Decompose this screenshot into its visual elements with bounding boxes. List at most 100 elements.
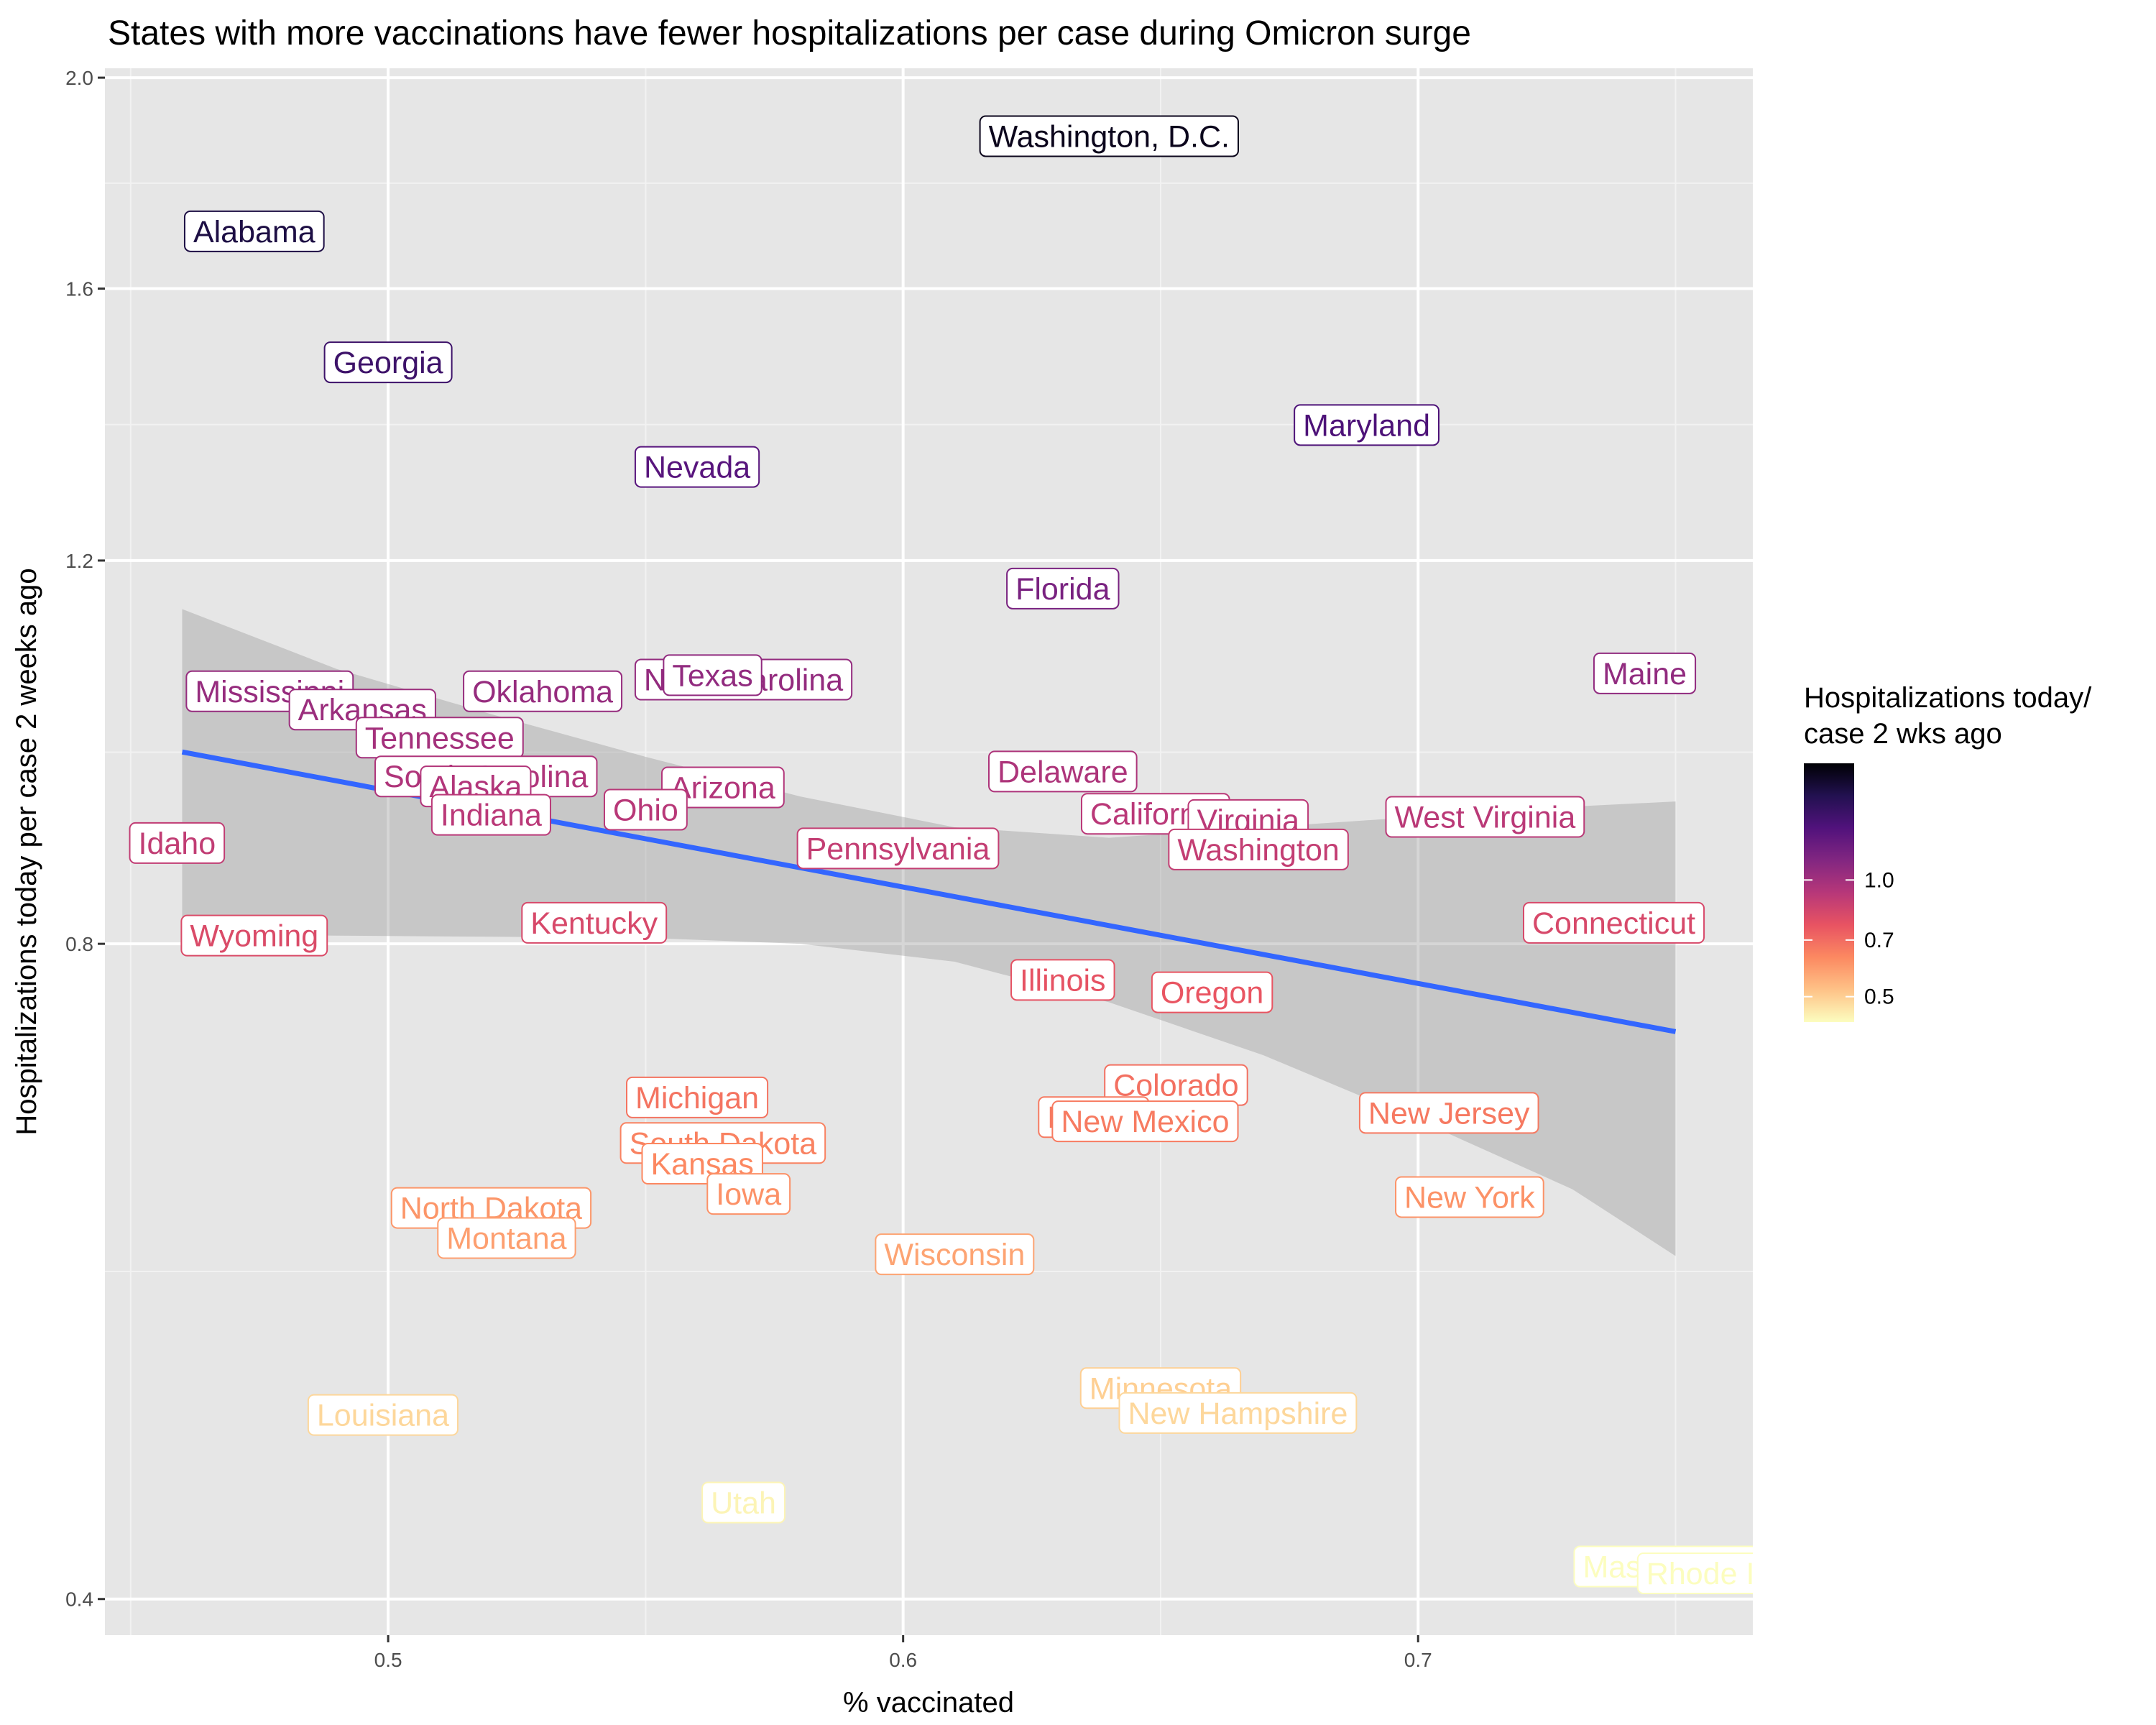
state-label-west-virginia: West Virginia [1385,796,1585,838]
label-text: Montana [446,1222,566,1256]
label-box [979,115,1239,157]
label-text: Tennessee [365,721,515,755]
label-box [1593,652,1697,694]
label-box [1006,567,1120,610]
x-axis-ticks: 0.5 0.6 0.7 [374,1635,1432,1671]
label-box [1358,1092,1539,1134]
state-label-new-hampshire: New Hampshire [1118,1392,1358,1434]
legend-title-line1: Hospitalizations today/ [1804,682,2092,714]
state-label-idaho: Idaho [129,822,226,864]
label-box [1522,901,1705,944]
state-label-texas: Texas [663,654,763,696]
state-label-montana: Montana [437,1217,576,1259]
state-label-oklahoma: Oklahoma [463,670,623,712]
label-box [1051,1100,1239,1143]
state-label-arizona: Arizona [660,766,785,809]
label-text: Alabama [193,215,315,249]
label-box [1636,1552,1753,1595]
label-box [307,1394,459,1436]
label-text: Florida [1015,572,1110,607]
x-tick-label: 0.6 [889,1649,917,1671]
legend-colorbar [1804,763,1854,1022]
label-box [1395,1176,1544,1218]
label-text: Delaware [998,755,1128,789]
legend-title-line2: case 2 wks ago [1804,718,2002,750]
label-text: New Mexico [1061,1105,1229,1139]
label-box [663,654,763,696]
label-box [701,1481,786,1524]
label-text: New Hampshire [1128,1397,1348,1431]
label-text: Wisconsin [884,1238,1025,1272]
state-label-iowa: Iowa [706,1173,791,1215]
label-box [430,794,551,836]
legend-tick-label: 0.7 [1864,929,1894,952]
state-label-maine: Maine [1593,652,1697,694]
label-box [521,901,668,944]
state-label-new-york: New York [1395,1176,1544,1218]
state-label-rhode-island: Rhode Island [1636,1552,1828,1595]
label-text: Maryland [1303,408,1430,443]
state-label-michigan: Michigan [626,1076,769,1118]
label-box [180,914,328,957]
state-label-connecticut: Connecticut [1522,901,1705,944]
state-label-washington: Washington [1168,828,1349,870]
y-axis-title: Hospitalizations today per case 2 weeks … [11,568,42,1135]
label-text: West Virginia [1395,801,1576,835]
x-tick-label: 0.5 [374,1649,402,1671]
x-tick-label: 0.7 [1404,1649,1432,1671]
label-box [660,766,785,809]
label-text: Indiana [441,799,542,833]
label-text: New Jersey [1368,1096,1530,1131]
state-label-utah: Utah [701,1481,786,1524]
state-label-oregon: Oregon [1151,971,1273,1013]
state-label-wisconsin: Wisconsin [875,1233,1035,1276]
state-labels: Washington, D.C. Alabama Georgia Maryland Ne… [129,115,1828,1595]
legend-tick-label: 0.5 [1864,985,1894,1009]
label-box [323,341,453,384]
state-label-delaware: Delaware [987,750,1138,793]
label-box [626,1076,769,1118]
label-text: Iowa [716,1177,781,1212]
y-tick-label: 1.6 [65,278,93,300]
y-tick-label: 0.4 [65,1588,93,1611]
label-box [1294,404,1440,446]
label-text: Washington, D.C. [989,119,1230,154]
label-box [463,670,623,712]
label-box [1151,971,1273,1013]
state-label-washington-d-c: Washington, D.C. [979,115,1239,157]
label-text: Illinois [1020,963,1106,998]
y-tick-label: 0.8 [65,933,93,955]
y-tick-label: 1.2 [65,550,93,572]
state-label-new-mexico: New Mexico [1051,1100,1239,1143]
label-text: Michigan [635,1081,759,1116]
state-label-tennessee: Tennessee [355,717,524,759]
label-box [634,446,760,488]
label-text: Wyoming [190,919,318,954]
state-label-kentucky: Kentucky [521,901,668,944]
state-label-georgia: Georgia [323,341,453,384]
x-axis-title: % vaccinated [843,1687,1014,1719]
chart-title: States with more vaccinations have fewer… [108,14,1471,52]
label-box [875,1233,1035,1276]
label-text: Washington [1177,833,1339,868]
label-text: Kentucky [530,906,658,941]
state-label-new-jersey: New Jersey [1358,1092,1539,1134]
state-label-nevada: Nevada [634,446,760,488]
state-label-pennsylvania: Pennsylvania [796,827,1000,870]
state-label-alabama: Alabama [183,210,325,252]
legend-tick-label: 1.0 [1864,868,1894,892]
label-box [706,1173,791,1215]
state-label-louisiana: Louisiana [307,1394,459,1436]
label-text: Nevada [644,451,750,485]
label-box [1168,828,1349,870]
label-text: Georgia [333,346,443,380]
state-label-indiana: Indiana [430,794,551,836]
label-text: Ohio [613,793,678,827]
label-box [129,822,226,864]
label-text: New York [1404,1180,1535,1215]
label-text: Rhode Island [1646,1557,1828,1591]
label-box [1010,959,1115,1001]
state-label-ohio: Ohio [603,788,688,831]
state-label-wyoming: Wyoming [180,914,328,957]
state-label-illinois: Illinois [1010,959,1115,1001]
